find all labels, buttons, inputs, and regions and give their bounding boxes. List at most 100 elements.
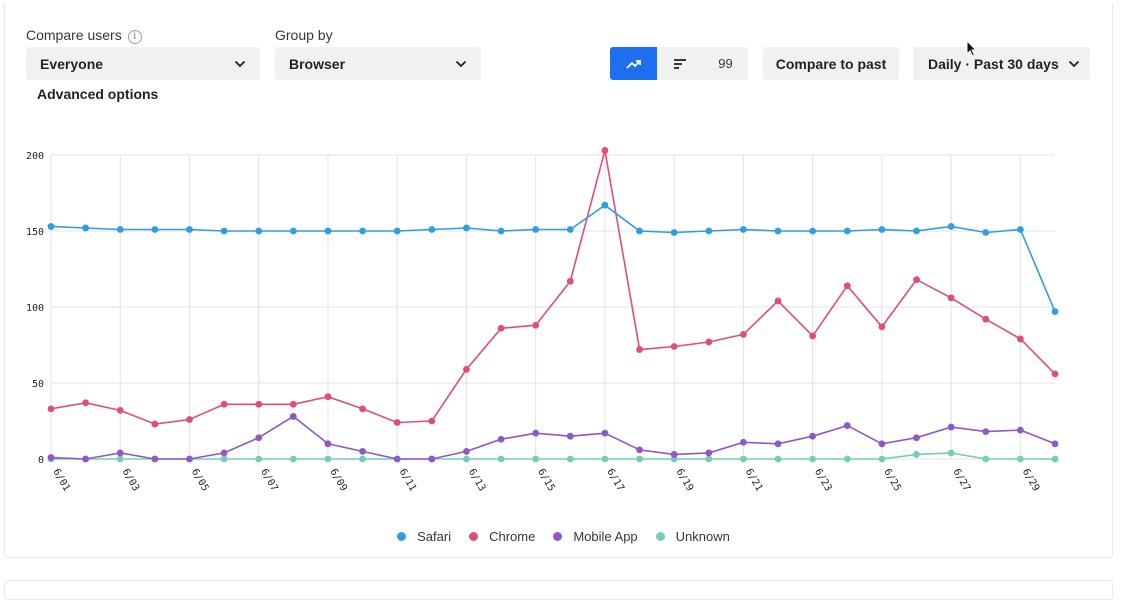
legend-label: Chrome [489, 529, 536, 544]
data-point [878, 323, 886, 331]
data-point [186, 455, 193, 463]
data-point [428, 417, 436, 425]
data-point [809, 227, 817, 235]
compare-users-value: Everyone [40, 55, 104, 72]
legend-item[interactable]: Chrome [469, 529, 535, 544]
data-point [116, 406, 124, 414]
data-point [289, 400, 297, 408]
compare-to-past-button[interactable]: Compare to past [763, 47, 899, 80]
y-tick-label: 200 [26, 151, 44, 162]
data-point [740, 226, 747, 233]
group-by-select[interactable]: Browser [275, 47, 481, 80]
data-point [463, 365, 470, 373]
data-point [82, 455, 90, 463]
chevron-down-icon [1068, 60, 1080, 67]
data-point [740, 455, 747, 463]
legend-dot-icon [397, 532, 407, 541]
data-point [220, 227, 228, 235]
data-point [705, 227, 713, 235]
data-point [947, 294, 955, 302]
data-point [1016, 335, 1024, 343]
trend-view-button[interactable] [610, 47, 657, 80]
legend-item[interactable]: Unknown [655, 529, 730, 544]
group-by-value: Browser [289, 55, 346, 72]
data-point [255, 227, 263, 235]
data-point [1016, 426, 1024, 434]
data-point [393, 227, 401, 235]
data-point [497, 324, 505, 332]
data-point [463, 448, 470, 455]
data-point [428, 455, 436, 463]
data-point [220, 449, 228, 457]
data-point [843, 455, 851, 463]
data-point [913, 451, 920, 458]
data-point [878, 226, 886, 233]
data-point [116, 449, 124, 457]
x-tick-label: 6/21 [743, 467, 765, 493]
line-chart: 0 50 100 150 200 6/01 6/03 6/05 6/07 6/09 6/11 6/13… [26, 147, 1059, 493]
data-point [324, 440, 332, 448]
data-point [393, 455, 401, 463]
x-tick-label: 6/29 [1020, 467, 1042, 493]
data-point [255, 455, 263, 463]
y-tick-label: 100 [26, 303, 44, 314]
chevron-down-icon [234, 60, 246, 67]
y-tick-label: 150 [26, 227, 44, 238]
legend-item[interactable]: Mobile App [553, 529, 638, 544]
data-point [289, 455, 297, 463]
data-point [774, 455, 782, 463]
count-button[interactable]: 99 [703, 47, 748, 80]
data-point [428, 226, 436, 233]
data-point [532, 226, 540, 233]
data-point [913, 276, 920, 284]
compare-users-select[interactable]: Everyone [26, 47, 260, 80]
data-point [497, 435, 505, 443]
data-point [774, 297, 782, 305]
data-point [220, 400, 228, 408]
data-point [47, 454, 55, 461]
data-point [740, 330, 747, 338]
data-point [324, 227, 332, 235]
sort-bars-icon [674, 58, 686, 69]
data-point [740, 438, 747, 446]
data-point [1016, 455, 1024, 463]
date-range-select[interactable]: Daily · Past 30 days [913, 47, 1090, 80]
series-line-safari [50, 204, 1056, 312]
x-tick-label: 6/13 [466, 467, 488, 493]
data-point [636, 346, 643, 353]
advanced-options-link[interactable]: Advanced options [37, 86, 159, 102]
x-tick-label: 6/03 [120, 467, 142, 493]
series-line-chrome [50, 150, 1056, 425]
legend-item[interactable]: Safari [397, 529, 451, 544]
data-point [116, 455, 124, 463]
data-point [947, 223, 955, 230]
data-point [843, 227, 851, 235]
data-point [255, 434, 263, 442]
data-point [151, 420, 159, 428]
info-icon[interactable]: i [127, 30, 142, 44]
x-tick-label: 6/01 [50, 467, 72, 493]
data-point [636, 446, 643, 454]
data-point [843, 422, 851, 429]
data-point [151, 226, 159, 233]
sort-view-button[interactable] [657, 47, 703, 80]
data-point [601, 455, 609, 463]
legend-dot-icon [469, 532, 479, 541]
data-point [463, 455, 470, 463]
view-toggle: 99 [610, 47, 748, 80]
data-point [670, 229, 678, 236]
data-point [566, 432, 574, 440]
data-point [359, 405, 366, 413]
data-point [289, 413, 297, 420]
legend-label: Unknown [675, 529, 730, 544]
data-point [1051, 455, 1059, 463]
legend-dot-icon [655, 532, 665, 541]
data-point [1051, 440, 1059, 448]
data-point [82, 399, 90, 407]
chart-card [4, 4, 1113, 558]
data-point [497, 227, 505, 235]
data-point [670, 451, 678, 458]
data-point [982, 428, 990, 436]
data-point [1016, 226, 1024, 233]
data-point [843, 282, 851, 290]
